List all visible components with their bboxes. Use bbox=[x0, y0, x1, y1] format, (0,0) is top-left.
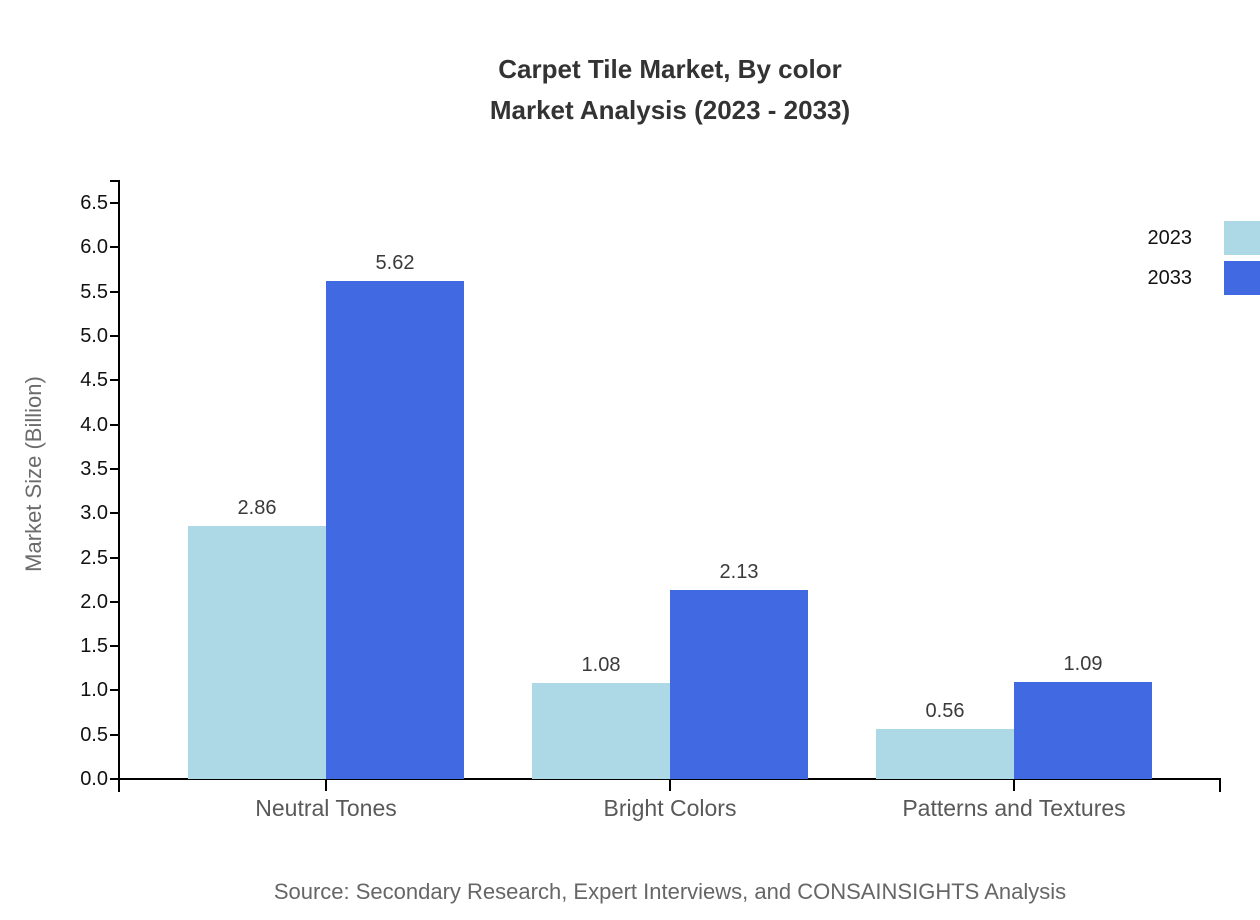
y-axis-spine bbox=[118, 180, 120, 780]
y-tick-label: 6.5 bbox=[80, 192, 108, 215]
value-label-2023-bright-colors: 1.08 bbox=[581, 654, 621, 677]
chart-subtitle: Market Analysis (2023 - 2033) bbox=[489, 95, 851, 125]
bar-2033-neutral-tones bbox=[326, 281, 464, 779]
bar-2023-bright-colors bbox=[532, 683, 670, 779]
y-tick-label: 5.0 bbox=[80, 325, 108, 347]
y-tick-label: 0.0 bbox=[80, 768, 108, 790]
y-tick-label: 3.5 bbox=[80, 457, 108, 480]
y-tick-label: 6.0 bbox=[80, 236, 108, 259]
x-axis-spine bbox=[118, 778, 1221, 780]
value-label-2023-patterns-and-textures: 0.56 bbox=[925, 700, 965, 723]
y-axis-top-cap bbox=[110, 180, 118, 182]
source-attribution: Source: Secondary Research, Expert Inter… bbox=[273, 879, 1067, 904]
y-tick bbox=[110, 335, 118, 337]
legend-swatch-2033 bbox=[1224, 261, 1260, 295]
x-axis-left-cap bbox=[118, 780, 120, 792]
y-tick bbox=[110, 423, 118, 426]
y-tick bbox=[110, 379, 118, 382]
y-tick-label: 5.5 bbox=[80, 280, 108, 303]
bar-2023-neutral-tones bbox=[188, 525, 326, 779]
y-tick-label: 0.5 bbox=[80, 723, 108, 746]
y-tick bbox=[110, 290, 118, 293]
category-label-patterns-and-textures: Patterns and Textures bbox=[902, 795, 1126, 821]
chart-title: Carpet Tile Market, By color bbox=[498, 54, 842, 84]
value-label-2033-bright-colors: 2.13 bbox=[719, 561, 759, 584]
y-tick bbox=[110, 733, 118, 736]
y-axis-label: Market Size (Billion) bbox=[21, 376, 46, 572]
y-tick-label: 4.5 bbox=[80, 369, 108, 392]
y-tick bbox=[110, 778, 118, 780]
x-axis-right-cap bbox=[1219, 780, 1221, 792]
bar-2023-patterns-and-textures bbox=[876, 729, 1014, 779]
value-label-2033-patterns-and-textures: 1.09 bbox=[1063, 653, 1103, 676]
y-tick-label: 1.5 bbox=[80, 635, 108, 658]
y-tick-label: 2.0 bbox=[80, 590, 108, 613]
y-tick bbox=[110, 556, 118, 559]
bar-2033-bright-colors bbox=[670, 590, 808, 779]
y-tick bbox=[110, 689, 118, 692]
legend-label-2033: 2033 bbox=[1147, 267, 1193, 289]
category-label-bright-colors: Bright Colors bbox=[603, 795, 737, 821]
category-label-neutral-tones: Neutral Tones bbox=[255, 795, 397, 821]
bar-2033-patterns-and-textures bbox=[1014, 682, 1152, 779]
y-tick bbox=[110, 467, 118, 470]
x-tick bbox=[325, 780, 327, 791]
value-label-2023-neutral-tones: 2.86 bbox=[237, 496, 277, 519]
y-tick-label: 4.0 bbox=[80, 413, 108, 436]
value-label-2033-neutral-tones: 5.62 bbox=[375, 252, 415, 275]
legend-swatch-2023 bbox=[1224, 221, 1260, 255]
y-tick bbox=[110, 645, 118, 648]
y-tick bbox=[110, 600, 118, 603]
y-tick bbox=[110, 246, 118, 249]
y-tick-label: 1.0 bbox=[80, 679, 108, 702]
x-tick bbox=[1013, 780, 1015, 791]
y-tick bbox=[110, 512, 118, 515]
y-tick-label: 3.0 bbox=[80, 502, 108, 525]
legend-label-2023: 2023 bbox=[1147, 227, 1193, 249]
y-tick-label: 2.5 bbox=[80, 546, 108, 569]
y-tick bbox=[110, 202, 118, 205]
x-tick bbox=[669, 780, 671, 791]
